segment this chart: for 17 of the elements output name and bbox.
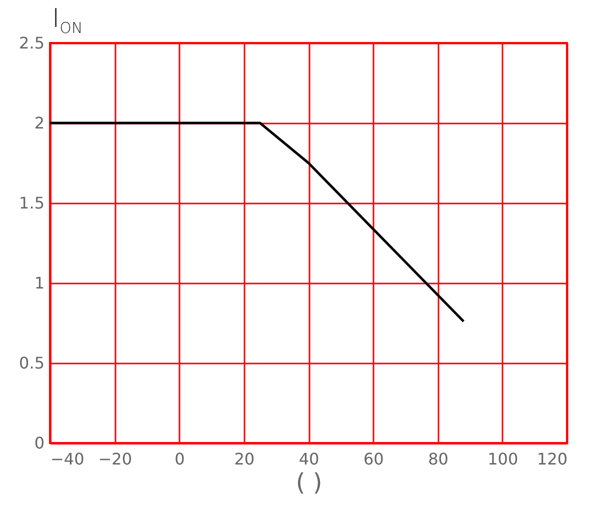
x-tick-label: −40: [50, 450, 84, 468]
x-tick-label: 0: [174, 450, 185, 468]
x-axis-title: ( ): [296, 468, 322, 496]
x-tick-label: 80: [428, 450, 448, 468]
x-tick-label: −20: [98, 450, 132, 468]
x-tick-label: 40: [298, 450, 320, 468]
x-tick-label: 120: [536, 450, 568, 468]
y-tick-label: 0: [34, 434, 44, 452]
x-tick-label: 20: [234, 450, 255, 468]
x-tick-label: 100: [488, 450, 518, 468]
y-tick-label: 1.5: [19, 194, 44, 212]
y-tick-label: 1: [34, 274, 44, 292]
y-tick-label: 0.5: [19, 354, 44, 372]
chart-title: I$_{ON}$: [52, 4, 83, 38]
y-tick-label: 2.5: [19, 34, 44, 52]
y-tick-label: 2: [34, 114, 44, 132]
x-tick-label: 60: [363, 450, 384, 468]
